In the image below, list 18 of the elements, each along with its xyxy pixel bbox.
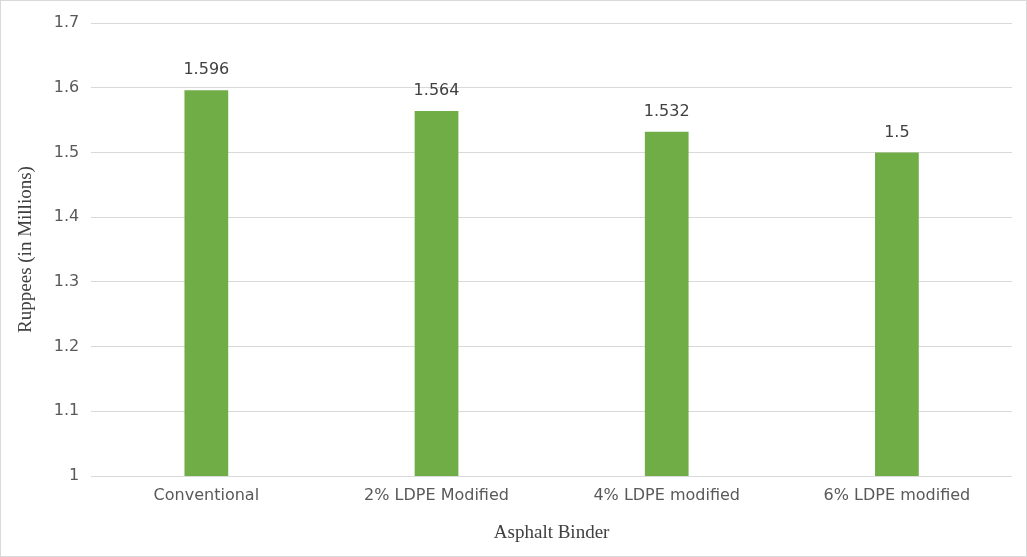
y-axis-title: Ruppees (in Millions) — [14, 166, 37, 333]
y-tick-label: 1.6 — [53, 76, 80, 96]
x-tick-label: 2% LDPE Modified — [364, 484, 509, 504]
x-tick-label: 4% LDPE modified — [593, 484, 741, 504]
x-axis-title: Asphalt Binder — [493, 520, 611, 542]
y-tick-label: 1.3 — [53, 271, 80, 291]
y-tick-label: 1.1 — [53, 400, 80, 420]
y-tick-label: 1.4 — [53, 206, 80, 226]
x-tick-label: 6% LDPE modified — [823, 484, 971, 504]
y-tick-label: 1.7 — [53, 12, 80, 32]
y-tick-label: 1 — [69, 465, 80, 485]
x-tick-label: Conventional — [153, 484, 260, 504]
data-label: 1.596 — [183, 59, 230, 79]
y-tick-label: 1.5 — [53, 141, 80, 161]
y-tick-label: 1.2 — [53, 335, 80, 355]
data-label: 1.5 — [884, 121, 910, 141]
data-label: 1.532 — [643, 100, 690, 120]
data-label: 1.564 — [413, 80, 460, 100]
